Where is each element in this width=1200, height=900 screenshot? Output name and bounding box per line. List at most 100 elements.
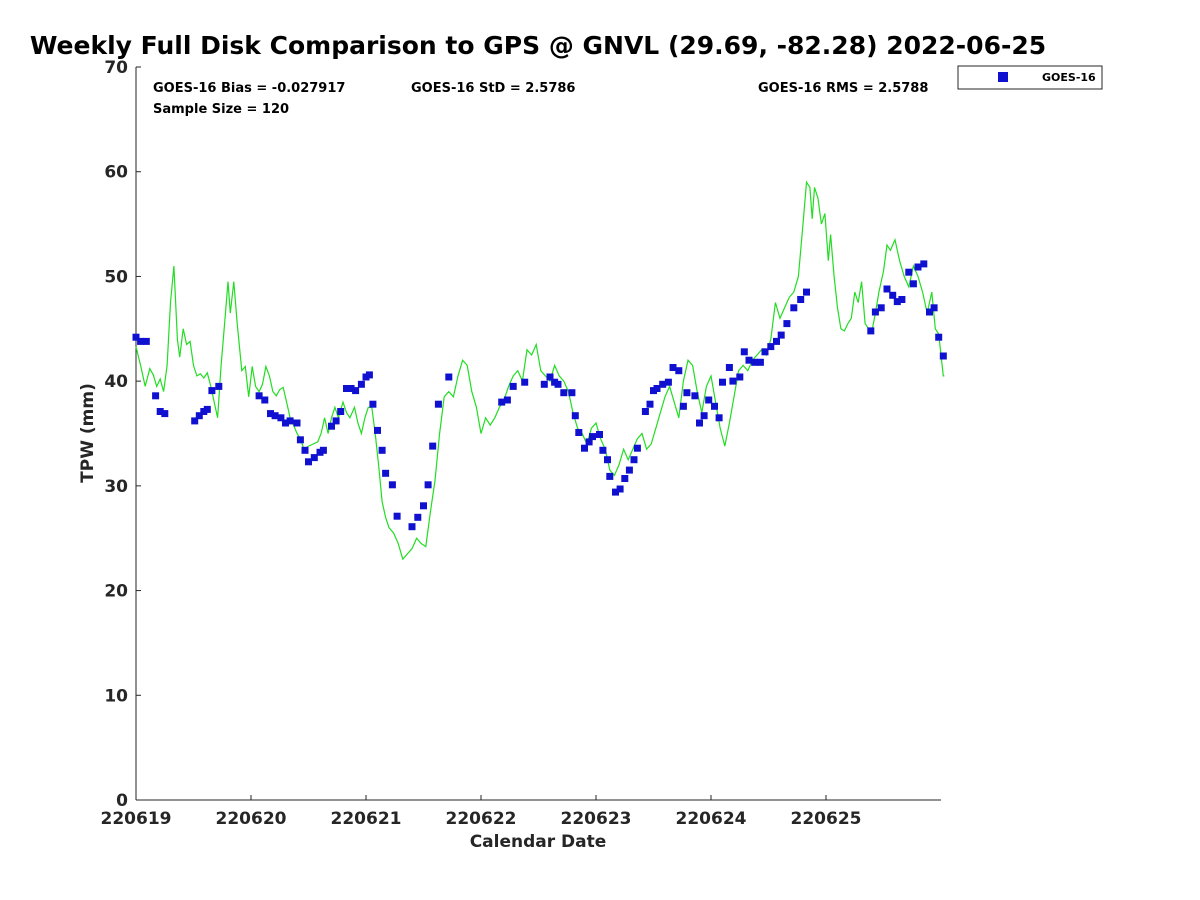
goes16-point bbox=[725, 364, 733, 371]
goes16-point bbox=[301, 446, 309, 454]
series-layer bbox=[132, 180, 947, 561]
goes16-point bbox=[388, 481, 396, 489]
goes16-point bbox=[560, 389, 568, 397]
y-axis-label: TPW (mm) bbox=[78, 383, 98, 483]
goes16-point bbox=[429, 442, 437, 450]
goes16-point bbox=[745, 356, 753, 364]
goes16-point bbox=[877, 304, 885, 312]
goes16-point bbox=[337, 408, 345, 415]
goes16-point bbox=[271, 412, 279, 420]
y-tick-label: 40 bbox=[104, 372, 128, 392]
goes16-point bbox=[267, 410, 274, 418]
goes16-point bbox=[369, 400, 377, 408]
goes16-point bbox=[740, 348, 748, 356]
y-tick-label: 60 bbox=[104, 163, 128, 183]
goes16-point bbox=[498, 398, 506, 406]
legend-box bbox=[957, 65, 1103, 90]
goes16-point bbox=[691, 392, 699, 400]
goes16-point bbox=[653, 385, 661, 392]
goes16-point bbox=[191, 417, 199, 425]
goes16-point bbox=[156, 408, 164, 415]
goes16-point bbox=[715, 414, 723, 422]
goes16-point bbox=[621, 475, 629, 482]
goes16-point bbox=[142, 337, 150, 345]
goes16-point bbox=[434, 400, 442, 408]
goes16-point bbox=[926, 308, 933, 316]
goes16-point bbox=[889, 291, 897, 299]
goes16-point bbox=[319, 446, 327, 454]
goes16-point bbox=[310, 454, 318, 462]
goes16-point bbox=[521, 378, 529, 386]
goes16-point bbox=[935, 333, 943, 341]
goes16-point bbox=[664, 378, 672, 386]
legend-label-goes16: GOES-16 bbox=[1042, 71, 1096, 84]
goes16-point bbox=[255, 392, 263, 400]
plot-axes bbox=[135, 67, 941, 801]
goes16-point bbox=[777, 331, 785, 339]
goes16-point bbox=[606, 472, 614, 480]
goes16-point bbox=[751, 358, 759, 366]
goes16-point bbox=[296, 436, 304, 444]
goes16-point bbox=[286, 417, 294, 425]
goes16-point bbox=[905, 268, 913, 276]
goes16-point bbox=[625, 466, 633, 474]
goes16-point bbox=[696, 419, 703, 427]
goes16-point bbox=[612, 488, 619, 496]
y-tick-label: 50 bbox=[104, 267, 128, 287]
goes16-point bbox=[641, 408, 649, 415]
y-tick-label: 30 bbox=[104, 477, 128, 497]
x-tick-label: 220622 bbox=[446, 809, 517, 829]
goes16-point bbox=[282, 419, 289, 427]
goes16-point bbox=[305, 458, 312, 466]
x-axis-label: Calendar Date bbox=[470, 832, 607, 852]
legend-marker-goes16 bbox=[998, 72, 1008, 82]
goes16-point bbox=[203, 405, 211, 413]
legend: GOES-16 bbox=[957, 65, 1103, 90]
goes16-point bbox=[705, 396, 713, 404]
goes16-point bbox=[589, 433, 596, 441]
goes16-point bbox=[599, 446, 607, 454]
goes16-point bbox=[195, 412, 203, 420]
goes16-point bbox=[503, 396, 511, 404]
goes16-point bbox=[939, 352, 947, 360]
stat-sample-size: Sample Size = 120 bbox=[153, 102, 289, 117]
y-ticks: 0 10 20 30 40 50 60 70 bbox=[104, 58, 141, 811]
goes16-point bbox=[719, 378, 726, 386]
goes16-point bbox=[343, 385, 350, 392]
goes16-point bbox=[208, 387, 216, 395]
goes16-point bbox=[898, 296, 906, 303]
goes16-point bbox=[581, 444, 588, 452]
x-tick-label: 220623 bbox=[561, 809, 632, 829]
goes16-point bbox=[883, 285, 891, 293]
goes16-point bbox=[729, 377, 737, 385]
x-tick-label: 220625 bbox=[791, 809, 862, 829]
goes16-point bbox=[675, 367, 683, 375]
goes16-point bbox=[509, 382, 517, 390]
goes16-point bbox=[215, 382, 223, 390]
goes16-point bbox=[445, 373, 453, 381]
goes16-point bbox=[374, 426, 381, 434]
goes16-point bbox=[756, 358, 764, 366]
goes16-point bbox=[920, 260, 928, 268]
goes16-point bbox=[803, 288, 810, 296]
goes16-point bbox=[683, 389, 691, 397]
goes16-point bbox=[669, 364, 677, 371]
goes16-point bbox=[546, 373, 554, 381]
goes16-point bbox=[393, 512, 401, 520]
goes16-point bbox=[659, 380, 667, 388]
goes16-point bbox=[277, 414, 285, 422]
goes16-point bbox=[161, 410, 169, 418]
goes16-point bbox=[568, 389, 576, 397]
goes16-point bbox=[867, 327, 875, 335]
goes16-point bbox=[554, 380, 562, 388]
goes16-point bbox=[679, 402, 687, 410]
goes16-point bbox=[630, 456, 638, 464]
goes16-point bbox=[596, 431, 603, 438]
goes16-point bbox=[378, 446, 386, 454]
goes16-point bbox=[152, 392, 160, 400]
goes16-point bbox=[420, 502, 427, 510]
goes16-point bbox=[767, 343, 775, 351]
gps-series-line bbox=[135, 180, 945, 561]
goes16-point bbox=[132, 333, 140, 341]
